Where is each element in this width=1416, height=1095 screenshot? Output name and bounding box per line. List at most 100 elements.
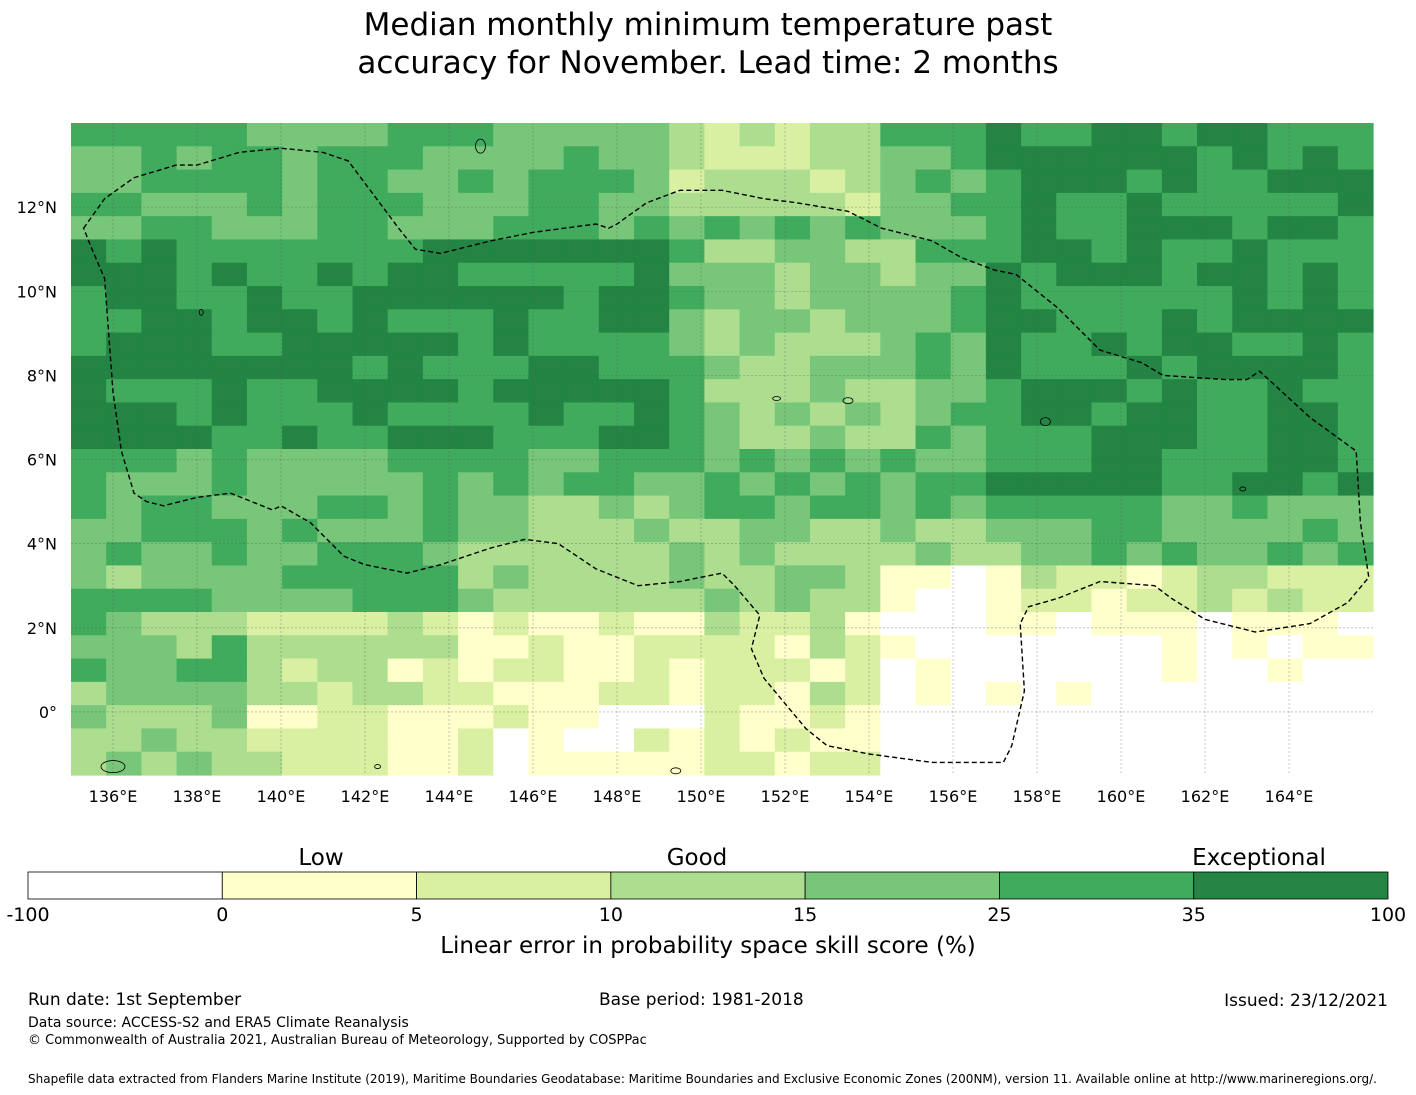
grid-cell: [352, 123, 389, 147]
grid-cell: [915, 379, 952, 404]
grid-cell: [774, 355, 811, 380]
grid-cell: [1161, 216, 1198, 241]
grid-cell: [985, 332, 1022, 357]
grid-cell: [739, 286, 776, 310]
grid-cell: [106, 705, 142, 730]
grid-cell: [985, 681, 1022, 706]
grid-cell: [211, 681, 248, 706]
grid-cell: [211, 425, 248, 450]
grid-cell: [1091, 192, 1128, 217]
grid-cell: [1302, 728, 1339, 753]
grid-cell: [880, 355, 917, 380]
grid-cell: [1056, 612, 1093, 636]
grid-cell: [141, 379, 178, 404]
grid-cell: [458, 542, 494, 567]
grid-cell: [1197, 681, 1233, 706]
grid-cell: [669, 588, 706, 613]
grid-cell: [422, 286, 459, 310]
grid-cell: [1056, 658, 1093, 683]
grid-cell: [985, 705, 1022, 730]
grid-cell: [950, 216, 987, 241]
grid-cell: [704, 309, 741, 334]
grid-cell: [1302, 332, 1339, 357]
grid-cell: [211, 355, 248, 380]
grid-cell: [915, 262, 952, 287]
grid-cell: [563, 286, 600, 310]
grid-cell: [634, 472, 670, 497]
grid-cell: [493, 239, 530, 264]
grid-cell: [704, 216, 741, 241]
grid-cell: [422, 658, 459, 683]
grid-cell: [528, 495, 565, 520]
grid-cell: [211, 216, 248, 241]
grid-cell: [669, 402, 706, 427]
grid-cell: [211, 635, 248, 660]
grid-cell: [1161, 192, 1198, 217]
grid-cell: [211, 542, 248, 567]
grid-cell: [845, 751, 881, 776]
grid-cell: [106, 379, 142, 404]
grid-cell: [1337, 169, 1374, 194]
grid-cell: [493, 565, 530, 590]
grid-cell: [774, 379, 811, 404]
grid-cell: [809, 588, 846, 613]
grid-cell: [1056, 588, 1093, 613]
grid-cell: [141, 728, 178, 753]
grid-cell: [809, 355, 846, 380]
grid-cell: [1267, 239, 1304, 264]
grid-cell: [669, 216, 706, 241]
grid-cell: [387, 309, 424, 334]
grid-cell: [458, 355, 494, 380]
grid-cell: [1126, 239, 1163, 264]
grid-cell: [634, 751, 670, 776]
grid-cell: [739, 751, 776, 776]
lat-tick-label: 2°N: [27, 619, 57, 638]
grid-cell: [282, 449, 318, 473]
grid-cell: [985, 658, 1022, 683]
grid-cell: [880, 565, 917, 590]
grid-cell: [528, 705, 565, 730]
grid-cell: [246, 146, 283, 171]
grid-cell: [845, 565, 881, 590]
grid-cell: [704, 495, 741, 520]
grid-cell: [1056, 472, 1093, 497]
grid-cell: [1161, 379, 1198, 404]
grid-cell: [528, 332, 565, 357]
grid-cell: [1337, 216, 1374, 241]
grid-cell: [493, 146, 530, 171]
grid-cell: [704, 449, 741, 473]
grid-cell: [669, 146, 706, 171]
grid-cell: [1021, 449, 1057, 473]
grid-cell: [1091, 565, 1128, 590]
grid-cell: [563, 123, 600, 147]
grid-cell: [141, 402, 178, 427]
grid-cell: [669, 309, 706, 334]
grid-cell: [1126, 681, 1163, 706]
grid-cell: [211, 379, 248, 404]
grid-cell: [915, 705, 952, 730]
grid-cell: [1161, 728, 1198, 753]
grid-cell: [387, 332, 424, 357]
grid-cell: [985, 588, 1022, 613]
grid-cell: [704, 658, 741, 683]
grid-cell: [352, 588, 389, 613]
grid-cell: [141, 472, 178, 497]
grid-cell: [493, 309, 530, 334]
colorbar-tick-label: 10: [599, 904, 623, 926]
grid-cell: [106, 565, 142, 590]
grid-cell: [845, 239, 881, 264]
grid-cell: [1056, 309, 1093, 334]
grid-cell: [106, 402, 142, 427]
grid-cell: [458, 425, 494, 450]
grid-cell: [176, 705, 213, 730]
grid-cell: [669, 449, 706, 473]
grid-cell: [669, 332, 706, 357]
grid-cell: [880, 542, 917, 567]
grid-cell: [880, 495, 917, 520]
grid-cell: [246, 192, 283, 217]
grid-cell: [422, 123, 459, 147]
grid-cell: [317, 681, 354, 706]
grid-cell: [1161, 751, 1198, 776]
colorbar-tick-label: 35: [1182, 904, 1206, 926]
colorbar-quality-low: Low: [298, 845, 343, 871]
